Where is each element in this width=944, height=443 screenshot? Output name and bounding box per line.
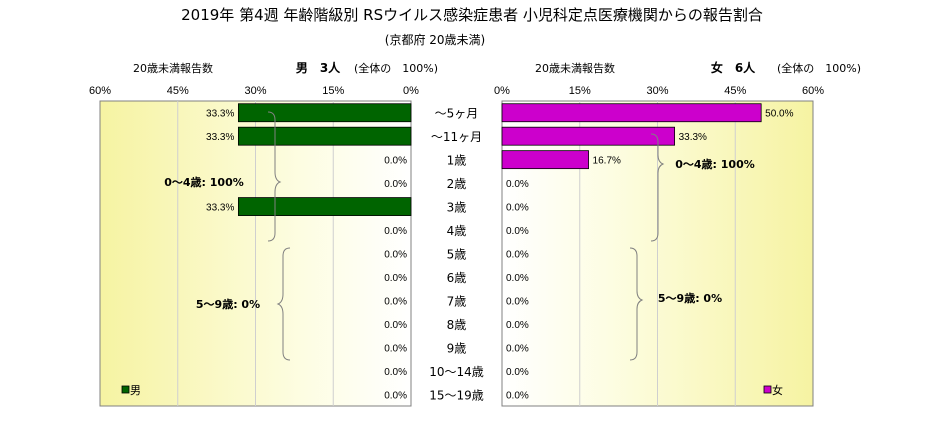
data-label-male: 0.0% bbox=[384, 367, 407, 378]
chart-title: 2019年 第4週 年齢階級別 RSウイルス感染症患者 小児科定点医療機関からの… bbox=[181, 6, 763, 24]
data-label-male: 0.0% bbox=[384, 179, 407, 190]
data-label-female: 16.7% bbox=[593, 156, 621, 167]
x-tick-label: 45% bbox=[724, 85, 746, 97]
male-legend-swatch bbox=[121, 385, 130, 394]
x-tick-label: 60% bbox=[89, 85, 111, 97]
data-label-male: 0.0% bbox=[384, 250, 407, 261]
data-label-female: 0.0% bbox=[506, 273, 529, 284]
data-label-female: 33.3% bbox=[679, 132, 707, 143]
category-label: ～11ヶ月 bbox=[431, 130, 482, 144]
data-label-male: 33.3% bbox=[206, 109, 234, 120]
data-label-male: 0.0% bbox=[384, 320, 407, 331]
data-label-male: 0.0% bbox=[384, 226, 407, 237]
male-header-right: 男 3人 bbox=[296, 60, 341, 75]
female-legend-label: 女 bbox=[772, 383, 783, 397]
category-label: 4歳 bbox=[447, 224, 467, 238]
female-legend-swatch bbox=[763, 385, 772, 394]
data-label-female: 0.0% bbox=[506, 296, 529, 307]
category-label: 9歳 bbox=[447, 341, 467, 355]
data-label-female: 0.0% bbox=[506, 367, 529, 378]
data-label-male: 0.0% bbox=[384, 296, 407, 307]
male-group-5-9: 5～9歳: 0% bbox=[196, 297, 260, 311]
female-header-note: (全体の 100%) bbox=[777, 61, 861, 75]
bar-male bbox=[237, 197, 412, 216]
male-legend-label: 男 bbox=[130, 384, 141, 397]
category-label: 1歳 bbox=[447, 154, 467, 168]
x-tick-label: 15% bbox=[569, 85, 591, 97]
female-bracket-0-4 bbox=[650, 133, 665, 242]
data-label-male: 0.0% bbox=[384, 343, 407, 354]
data-label-female: 0.0% bbox=[506, 343, 529, 354]
female-header-left: 20歳未満報告数 bbox=[535, 62, 615, 75]
x-tick-label: 60% bbox=[802, 85, 824, 97]
bars bbox=[237, 103, 762, 216]
data-label-female: 0.0% bbox=[506, 203, 529, 214]
data-label-female: 0.0% bbox=[506, 226, 529, 237]
x-tick-label: 30% bbox=[646, 85, 668, 97]
data-label-male: 0.0% bbox=[384, 273, 407, 284]
data-label-female: 0.0% bbox=[506, 320, 529, 331]
female-header-right: 女 6人 bbox=[711, 60, 756, 75]
category-label: 7歳 bbox=[447, 294, 467, 308]
data-labels: 33.3% 50.0% 33.3% 33.3% 0.0% 16.7% 0.0% 0.0% 33.… bbox=[206, 109, 794, 402]
chart-subtitle: (京都府 20歳未満) bbox=[385, 32, 485, 47]
category-label: 2歳 bbox=[447, 177, 467, 191]
data-label-female: 0.0% bbox=[506, 390, 529, 401]
category-label: ～5ヶ月 bbox=[435, 107, 479, 121]
bar-female bbox=[501, 103, 762, 123]
category-label: 15～19歳 bbox=[429, 388, 484, 402]
x-tick-label: 0% bbox=[494, 85, 510, 97]
bar-male bbox=[237, 103, 412, 123]
category-label: 8歳 bbox=[447, 318, 467, 332]
bar-male bbox=[237, 126, 412, 146]
female-bracket-5-9 bbox=[629, 247, 644, 361]
category-label: 6歳 bbox=[447, 271, 467, 285]
x-tick-label: 30% bbox=[244, 85, 266, 97]
category-label: 10～14歳 bbox=[429, 365, 484, 379]
data-label-female: 0.0% bbox=[506, 250, 529, 261]
data-label-female: 0.0% bbox=[506, 179, 529, 190]
male-group-0-4: 0～4歳: 100% bbox=[164, 175, 244, 189]
category-label: 3歳 bbox=[447, 201, 467, 215]
x-tick-label: 0% bbox=[403, 85, 419, 97]
data-label-female: 50.0% bbox=[765, 109, 793, 120]
male-bracket-5-9 bbox=[276, 247, 291, 361]
category-labels: ～5ヶ月 ～11ヶ月 1歳 2歳 3歳 4歳 5歳 6歳 7歳 8歳 9歳 10～14歳 15～19歳 bbox=[429, 107, 484, 403]
data-label-male: 33.3% bbox=[206, 132, 234, 143]
male-header-note: (全体の 100%) bbox=[354, 61, 438, 75]
bar-female bbox=[501, 126, 676, 146]
male-bracket-0-4 bbox=[267, 111, 282, 242]
data-label-male: 0.0% bbox=[384, 156, 407, 167]
x-tick-label: 15% bbox=[322, 85, 344, 97]
tick-labels: 60% 45% 30% 15% 0% 0% 15% 30% 45% 60% bbox=[89, 85, 824, 97]
female-group-5-9: 5～9歳: 0% bbox=[658, 291, 722, 305]
data-label-male: 0.0% bbox=[384, 390, 407, 401]
category-label: 5歳 bbox=[447, 248, 467, 262]
bar-female bbox=[501, 150, 589, 170]
data-label-male: 33.3% bbox=[206, 203, 234, 214]
x-tick-label: 45% bbox=[167, 85, 189, 97]
male-header-left: 20歳未満報告数 bbox=[133, 62, 213, 75]
female-group-0-4: 0～4歳: 100% bbox=[675, 157, 755, 171]
